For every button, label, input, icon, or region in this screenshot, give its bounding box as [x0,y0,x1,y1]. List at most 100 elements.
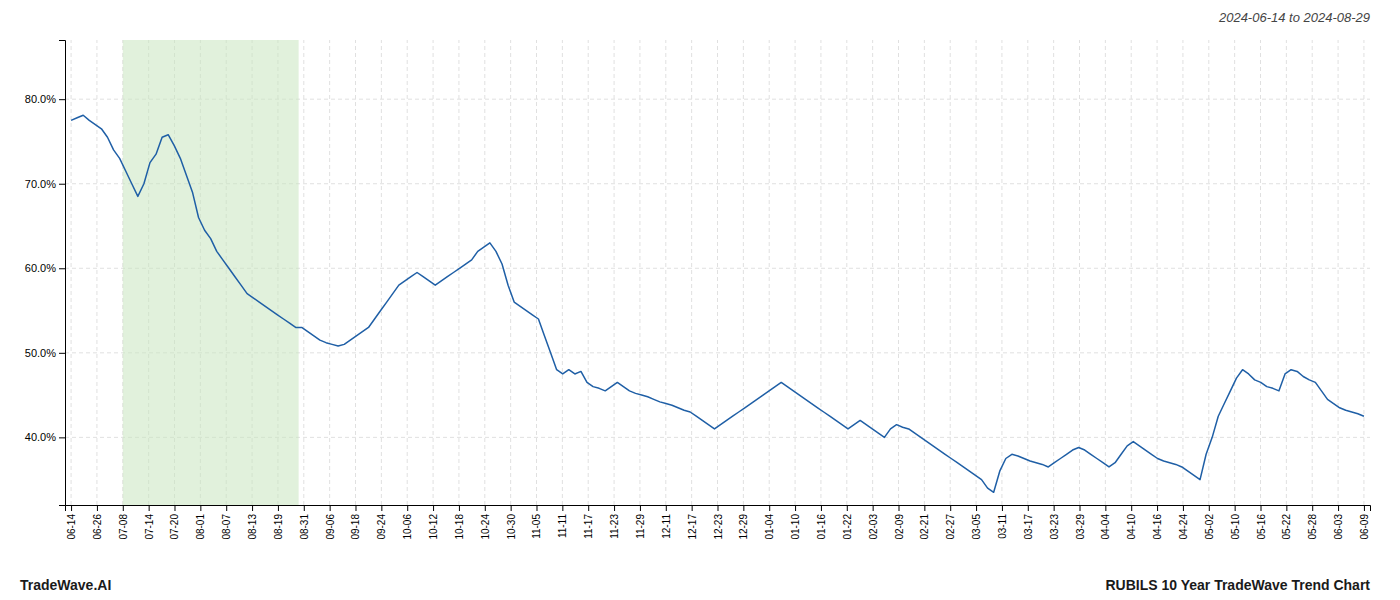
y-tick-mark [59,184,65,185]
grid-line-x [1157,40,1158,505]
x-tick-label: 04-10 [1126,514,1137,540]
x-tick: 06-14 [66,505,77,540]
plot-area [71,40,1364,505]
x-tick: 11-17 [583,505,594,539]
x-tick-label: 07-14 [144,514,155,540]
x-tick: 11-05 [531,505,542,539]
x-tick-mark [304,505,305,511]
x-tick-mark [381,505,382,511]
x-tick-label: 05-28 [1307,514,1318,540]
grid-line-x [381,40,382,505]
grid-line-x [950,40,951,505]
subtitle: 2024-06-14 to 2024-08-29 [1218,10,1370,25]
x-tick: 02-09 [894,505,905,540]
x-tick-mark [1080,505,1081,511]
x-tick: 01-10 [790,505,801,540]
x-tick: 05-16 [1256,505,1267,540]
x-tick-label: 08-07 [221,514,232,540]
x-tick-label: 06-26 [92,514,103,540]
x-tick-label: 04-24 [1178,514,1189,540]
grid-line-x [717,40,718,505]
x-tick-label: 05-02 [1204,514,1215,540]
x-tick: 04-16 [1152,505,1163,540]
x-tick: 05-28 [1307,505,1318,540]
x-tick-label: 02-09 [894,514,905,540]
grid-line-x [588,40,589,505]
grid-line-x [898,40,899,505]
x-tick-label: 11-29 [635,514,646,539]
grid-line-x [329,40,330,505]
grid-line-x [355,40,356,505]
y-tick-mark [59,268,65,269]
grid-line-x [433,40,434,505]
grid-line-x [976,40,977,505]
x-tick: 12-17 [687,505,698,540]
x-tick: 10-12 [428,505,439,540]
x-tick-label: 04-04 [1100,514,1111,540]
y-axis: 40.0%50.0%60.0%70.0%80.0% [25,41,66,506]
chart: 06-1406-2607-0807-1407-2008-0108-0708-13… [0,0,1400,600]
x-tick-mark [71,505,72,511]
x-tick-label: 08-31 [299,514,310,540]
x-tick-label: 11-05 [531,514,542,539]
grid-line-x [614,40,615,505]
x-tick-mark [1105,505,1106,511]
x-tick-label: 11-23 [609,514,620,539]
x-tick: 12-29 [738,505,749,540]
grid-line-x [872,40,873,505]
x-tick-mark [459,505,460,511]
x-tick: 04-10 [1126,505,1137,540]
x-tick-label: 01-22 [842,514,853,540]
x-tick: 02-03 [868,505,879,540]
x-tick: 05-22 [1281,505,1292,540]
x-tick-label: 01-16 [816,514,827,540]
x-tick-mark [511,505,512,511]
x-tick: 03-11 [997,505,1008,539]
x-tick: 04-04 [1100,505,1111,540]
grid-line-x [1131,40,1132,505]
x-tick-label: 12-17 [687,514,698,540]
x-tick: 06-26 [92,505,103,540]
x-tick-label: 03-23 [1049,514,1060,540]
x-tick-label: 02-21 [919,514,930,540]
x-tick-label: 05-16 [1256,514,1267,540]
grid-line-x [1363,40,1364,505]
x-tick: 07-20 [169,505,180,540]
x-tick: 05-10 [1230,505,1241,540]
x-tick-label: 08-13 [247,514,258,540]
y-tick-mark [59,437,65,438]
x-tick: 03-29 [1075,505,1086,540]
x-tick: 01-04 [764,505,775,540]
x-tick-mark [743,505,744,511]
x-tick-mark [252,505,253,511]
grid-line-x [1260,40,1261,505]
grid-line-x [769,40,770,505]
x-tick-mark [123,505,124,511]
x-tick-label: 02-03 [868,514,879,540]
x-tick: 08-01 [195,505,206,540]
x-tick-mark [149,505,150,511]
grid-line-x [1182,40,1183,505]
x-tick: 06-03 [1333,505,1344,540]
x-tick-mark [330,505,331,511]
x-tick: 02-21 [919,505,930,540]
grid-line-x [743,40,744,505]
x-tick-mark [433,505,434,511]
x-tick-mark [640,505,641,511]
y-tick-label: 60.0% [25,262,56,274]
x-tick: 10-24 [480,505,491,540]
x-tick: 12-23 [713,505,724,540]
x-axis-line [66,506,1371,512]
grid-line-x [536,40,537,505]
x-tick-mark [226,505,227,511]
x-tick-label: 03-05 [971,514,982,540]
y-tick-label: 70.0% [25,178,56,190]
x-tick: 06-09 [1359,505,1370,540]
x-tick-label: 07-20 [169,514,180,540]
x-tick: 07-14 [144,505,155,540]
x-axis: 06-1406-2607-0807-1407-2008-0108-0708-13… [66,505,1371,540]
x-tick-label: 06-14 [66,514,77,540]
x-tick: 12-11 [661,505,672,539]
x-tick: 05-02 [1204,505,1215,540]
x-tick-label: 08-19 [273,514,284,540]
